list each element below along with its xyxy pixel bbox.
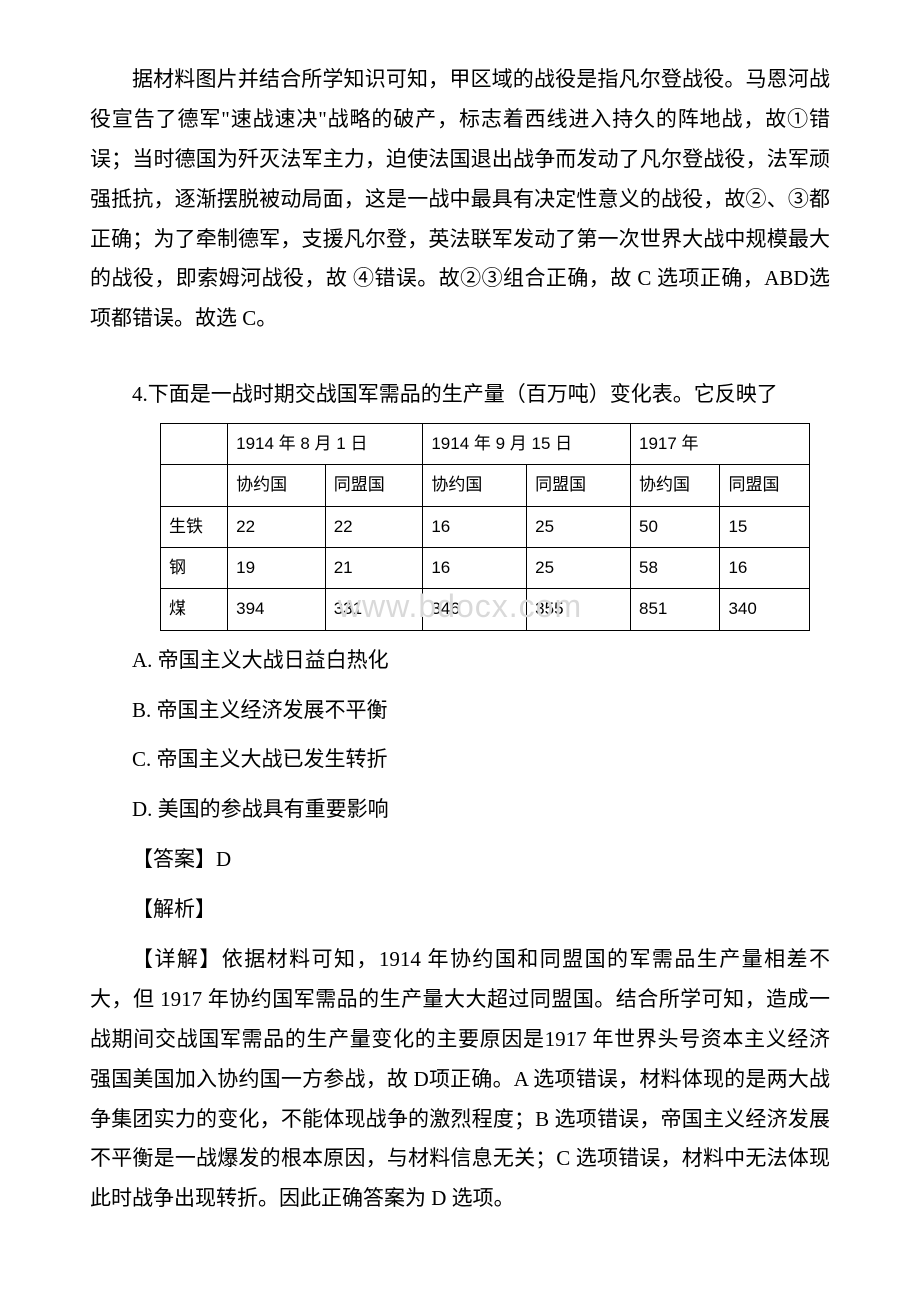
answer-label: 【答案】D: [132, 840, 830, 880]
q4-answer-block: 【答案】D 【解析】: [90, 840, 830, 930]
q4-analysis-text: 【详解】依据材料可知，1914 年协约国和同盟国的军需品生产量相差不大，但 19…: [90, 940, 830, 1219]
spacer: [90, 343, 830, 375]
table-cell: 22: [228, 506, 326, 547]
q3-explanation: 据材料图片并结合所学知识可知，甲区域的战役是指凡尔登战役。马恩河战役宣告了德军"…: [90, 60, 830, 339]
option-c: C. 帝国主义大战已发生转折: [132, 740, 830, 780]
table-cell: 22: [325, 506, 423, 547]
table-cell: 851: [630, 589, 719, 630]
table-header-date: 1914 年 8 月 1 日: [228, 424, 423, 465]
table-row: 生铁 22 22 16 25 50 15: [161, 506, 810, 547]
table-row-label: 钢: [161, 548, 228, 589]
table-cell: 16: [720, 548, 810, 589]
option-a: A. 帝国主义大战日益白热化: [132, 641, 830, 681]
table-row: 钢 19 21 16 25 58 16: [161, 548, 810, 589]
table-row-label: 煤: [161, 589, 228, 630]
option-b: B. 帝国主义经济发展不平衡: [132, 691, 830, 731]
table-row: 1914 年 8 月 1 日 1914 年 9 月 15 日 1917 年: [161, 424, 810, 465]
table-cell-empty: [161, 465, 228, 506]
table-cell: 50: [630, 506, 719, 547]
q4-table-wrap: 1914 年 8 月 1 日 1914 年 9 月 15 日 1917 年 协约…: [90, 423, 830, 630]
table-cell: 21: [325, 548, 423, 589]
table-subheader: 同盟国: [720, 465, 810, 506]
table-cell: 331: [325, 589, 423, 630]
option-d: D. 美国的参战具有重要影响: [132, 790, 830, 830]
table-cell: 19: [228, 548, 326, 589]
table-cell: 58: [630, 548, 719, 589]
table-cell: 346: [423, 589, 527, 630]
table-header-date: 1917 年: [630, 424, 809, 465]
table-row-label: 生铁: [161, 506, 228, 547]
table-cell: 394: [228, 589, 326, 630]
table-cell: 16: [423, 548, 527, 589]
table-subheader: 同盟国: [325, 465, 423, 506]
table-subheader: 协约国: [423, 465, 527, 506]
table-cell-empty: [161, 424, 228, 465]
table-row: 煤 394 331 346 355 851 340: [161, 589, 810, 630]
table-subheader: 协约国: [228, 465, 326, 506]
table-subheader: 同盟国: [527, 465, 631, 506]
q4-options: A. 帝国主义大战日益白热化 B. 帝国主义经济发展不平衡 C. 帝国主义大战已…: [90, 641, 830, 831]
table-cell: 16: [423, 506, 527, 547]
table-cell: 25: [527, 506, 631, 547]
analysis-label: 【解析】: [132, 890, 830, 930]
table-row: 协约国 同盟国 协约国 同盟国 协约国 同盟国: [161, 465, 810, 506]
table-cell: 340: [720, 589, 810, 630]
table-cell: 25: [527, 548, 631, 589]
table-subheader: 协约国: [630, 465, 719, 506]
table-cell: 15: [720, 506, 810, 547]
table-header-date: 1914 年 9 月 15 日: [423, 424, 631, 465]
q4-table: 1914 年 8 月 1 日 1914 年 9 月 15 日 1917 年 协约…: [160, 423, 810, 630]
table-cell: 355: [527, 589, 631, 630]
q4-stem: 4.下面是一战时期交战国军需品的生产量（百万吨）变化表。它反映了: [90, 375, 830, 415]
